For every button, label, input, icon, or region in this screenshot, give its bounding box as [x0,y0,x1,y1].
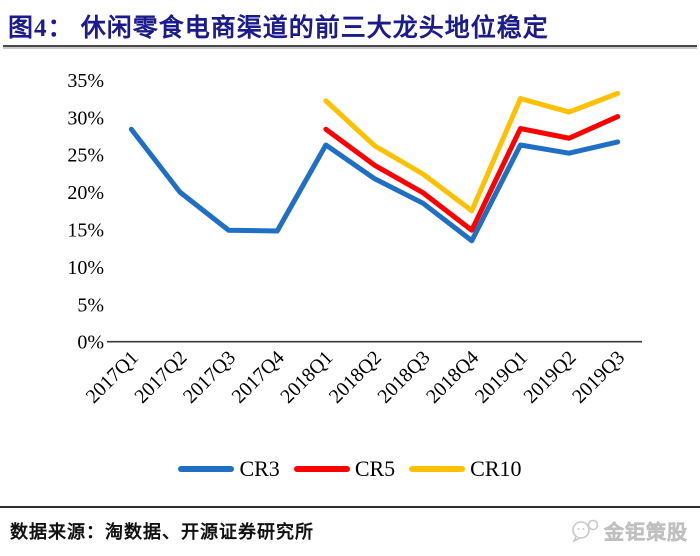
x-axis-tick-label: 2017Q2 [130,347,191,408]
legend-label-cr3: CR3 [239,456,280,481]
legend-label-cr5: CR5 [354,456,396,481]
series-line-cr3 [128,126,621,244]
x-axis-tick-label: 2019Q2 [519,347,580,408]
x-axis-tick-label: 2018Q2 [325,347,386,408]
x-axis-tick-label: 2018Q1 [276,347,337,408]
title-divider [3,45,697,47]
legend-item-cr3: CR3 [178,456,280,482]
x-axis-tick-label: 2017Q1 [82,347,143,408]
x-axis-tick-label: 2017Q4 [228,347,289,408]
x-axis-tick-label: 2018Q3 [374,347,435,408]
y-axis-tick-label: 35% [67,70,104,92]
x-axis-tick-label: 2019Q1 [471,347,532,408]
line-chart: 35% 30% 25% 20% 15% 10% 5% 0%2017Q12017Q22017Q3… [67,70,642,408]
data-source-note: 数据来源：淘数据、开源证券研究所 [10,522,314,542]
chart-legend: CR3 CR5 CR10 [0,456,700,482]
cr3-line-swatch [178,466,235,472]
x-axis-tick-label: 2018Q4 [422,347,483,408]
figure-title: 图4： 休闲零食电商渠道的前三大龙头地位稳定 [8,15,549,42]
legend-item-cr5: CR5 [293,456,396,482]
y-axis-tick-label: 0% [77,332,104,354]
y-axis-tick-label: 20% [67,182,104,204]
legend-label-cr10: CR10 [470,456,522,481]
y-axis-tick-label: 25% [67,145,104,167]
y-axis-tick-label: 15% [67,220,104,242]
series-line-cr5 [323,114,621,233]
y-axis-tick-label: 5% [77,294,104,316]
x-axis-tick-label: 2017Q3 [179,347,240,408]
cr5-line-swatch [293,466,350,472]
brand-watermark: 金钜策股 [570,516,688,545]
figure-footer: 数据来源：淘数据、开源证券研究所 金钜策股 [0,506,700,556]
x-axis-tick-label: 2019Q3 [568,347,629,408]
y-axis-tick-label: 10% [67,257,104,279]
chat-bubbles-icon [572,519,599,543]
legend-item-cr10: CR10 [409,456,522,482]
y-axis-tick-label: 30% [67,107,104,129]
brand-name: 金钜策股 [604,522,688,545]
cr10-line-swatch [409,466,466,472]
series-line-cr10 [323,90,621,214]
